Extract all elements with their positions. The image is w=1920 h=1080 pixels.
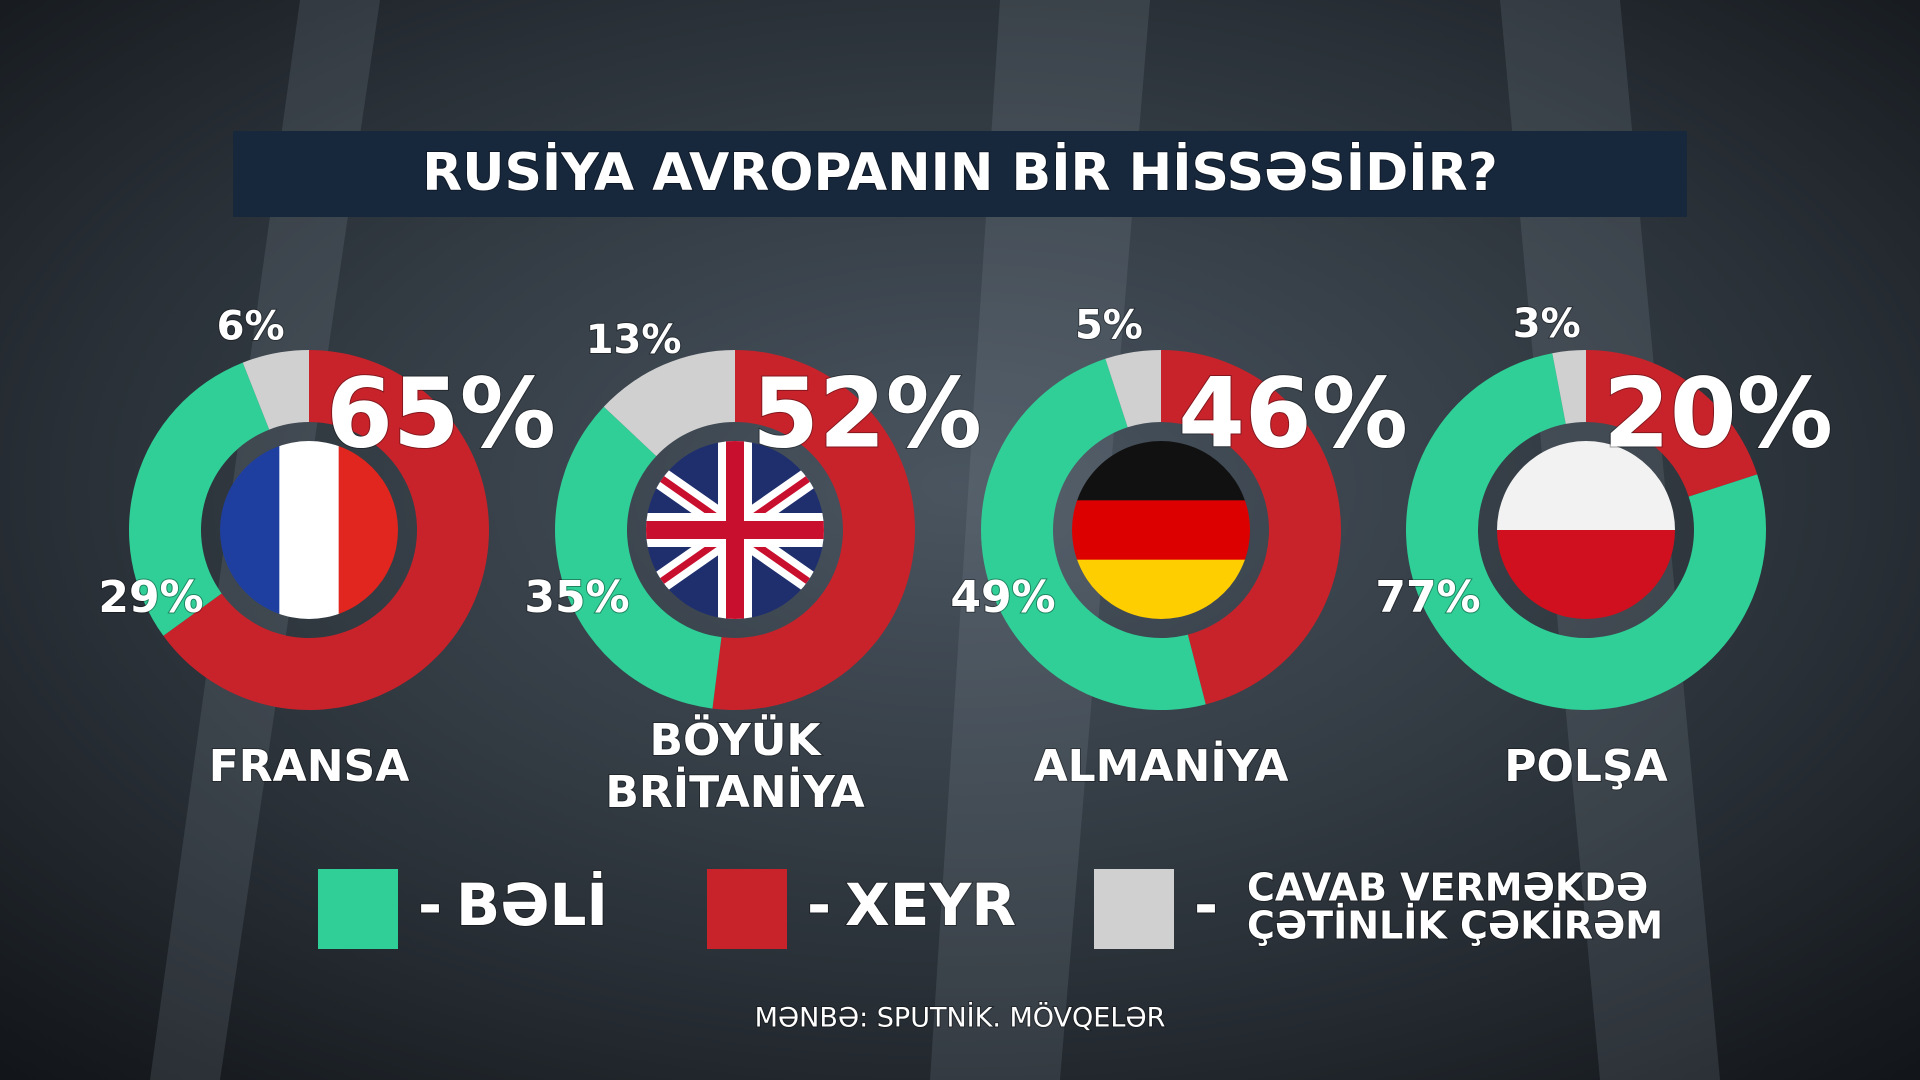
donut-segment [163, 350, 489, 710]
value-label: 65% [326, 357, 556, 469]
country-label: FRANSA [209, 741, 410, 792]
donut-segment [242, 350, 309, 430]
donut-segment [1105, 350, 1161, 428]
flag-stripe [279, 441, 340, 619]
value-label: 5% [1075, 303, 1143, 349]
legend-separator: - [807, 871, 831, 939]
value-label: 77% [1375, 572, 1480, 623]
flag [646, 441, 824, 619]
legend-label: CAVAB VERMƏKDƏ [1247, 866, 1648, 910]
donut-segment [1586, 350, 1758, 497]
donut-segment [1406, 353, 1767, 710]
legend-label: BƏLİ [456, 870, 608, 939]
country-label: POLŞA [1504, 741, 1667, 792]
flag-stripe [1072, 500, 1250, 561]
legend-swatch [318, 869, 398, 949]
donut-segment [555, 406, 722, 709]
value-label: 6% [217, 304, 285, 350]
value-label: 20% [1603, 357, 1833, 469]
country-label: ALMANİYA [1034, 739, 1289, 792]
donut-segment [712, 350, 915, 710]
chart-title: RUSİYA AVROPANIN BİR HİSSƏSİDİR? [422, 142, 1498, 203]
value-label: 13% [586, 317, 682, 363]
legend-separator: - [1194, 871, 1218, 939]
value-label: 49% [950, 572, 1055, 623]
donut-segment [1552, 350, 1586, 424]
title-banner [233, 131, 1687, 217]
donut-segment [603, 350, 735, 457]
donut-segment [1161, 350, 1341, 705]
legend-swatch [707, 869, 787, 949]
legend-separator: - [418, 871, 442, 939]
donut-segment [980, 358, 1206, 711]
value-label: 52% [752, 357, 982, 469]
legend-swatch [1094, 869, 1174, 949]
flag-cross [646, 441, 824, 619]
donut-chart: 49% 46% 5% ALMANİYA [949, 302, 1409, 793]
country-label: BÖYÜK [649, 713, 822, 766]
legend-label: ÇƏTİNLİK ÇƏKİRƏM [1247, 904, 1663, 948]
legend-label: XEYR [845, 871, 1016, 939]
value-label: 3% [1513, 301, 1581, 347]
value-label: 46% [1178, 357, 1408, 469]
value-label: 35% [524, 572, 629, 623]
donut-chart: 77% 20% 3% POLŞA [1374, 300, 1834, 793]
value-label: 29% [98, 572, 203, 623]
source: MƏNBƏ: SPUTNİK. MÖVQELƏR [755, 1002, 1166, 1034]
donut-segment [129, 362, 270, 636]
country-label: BRİTANİYA [605, 765, 864, 818]
